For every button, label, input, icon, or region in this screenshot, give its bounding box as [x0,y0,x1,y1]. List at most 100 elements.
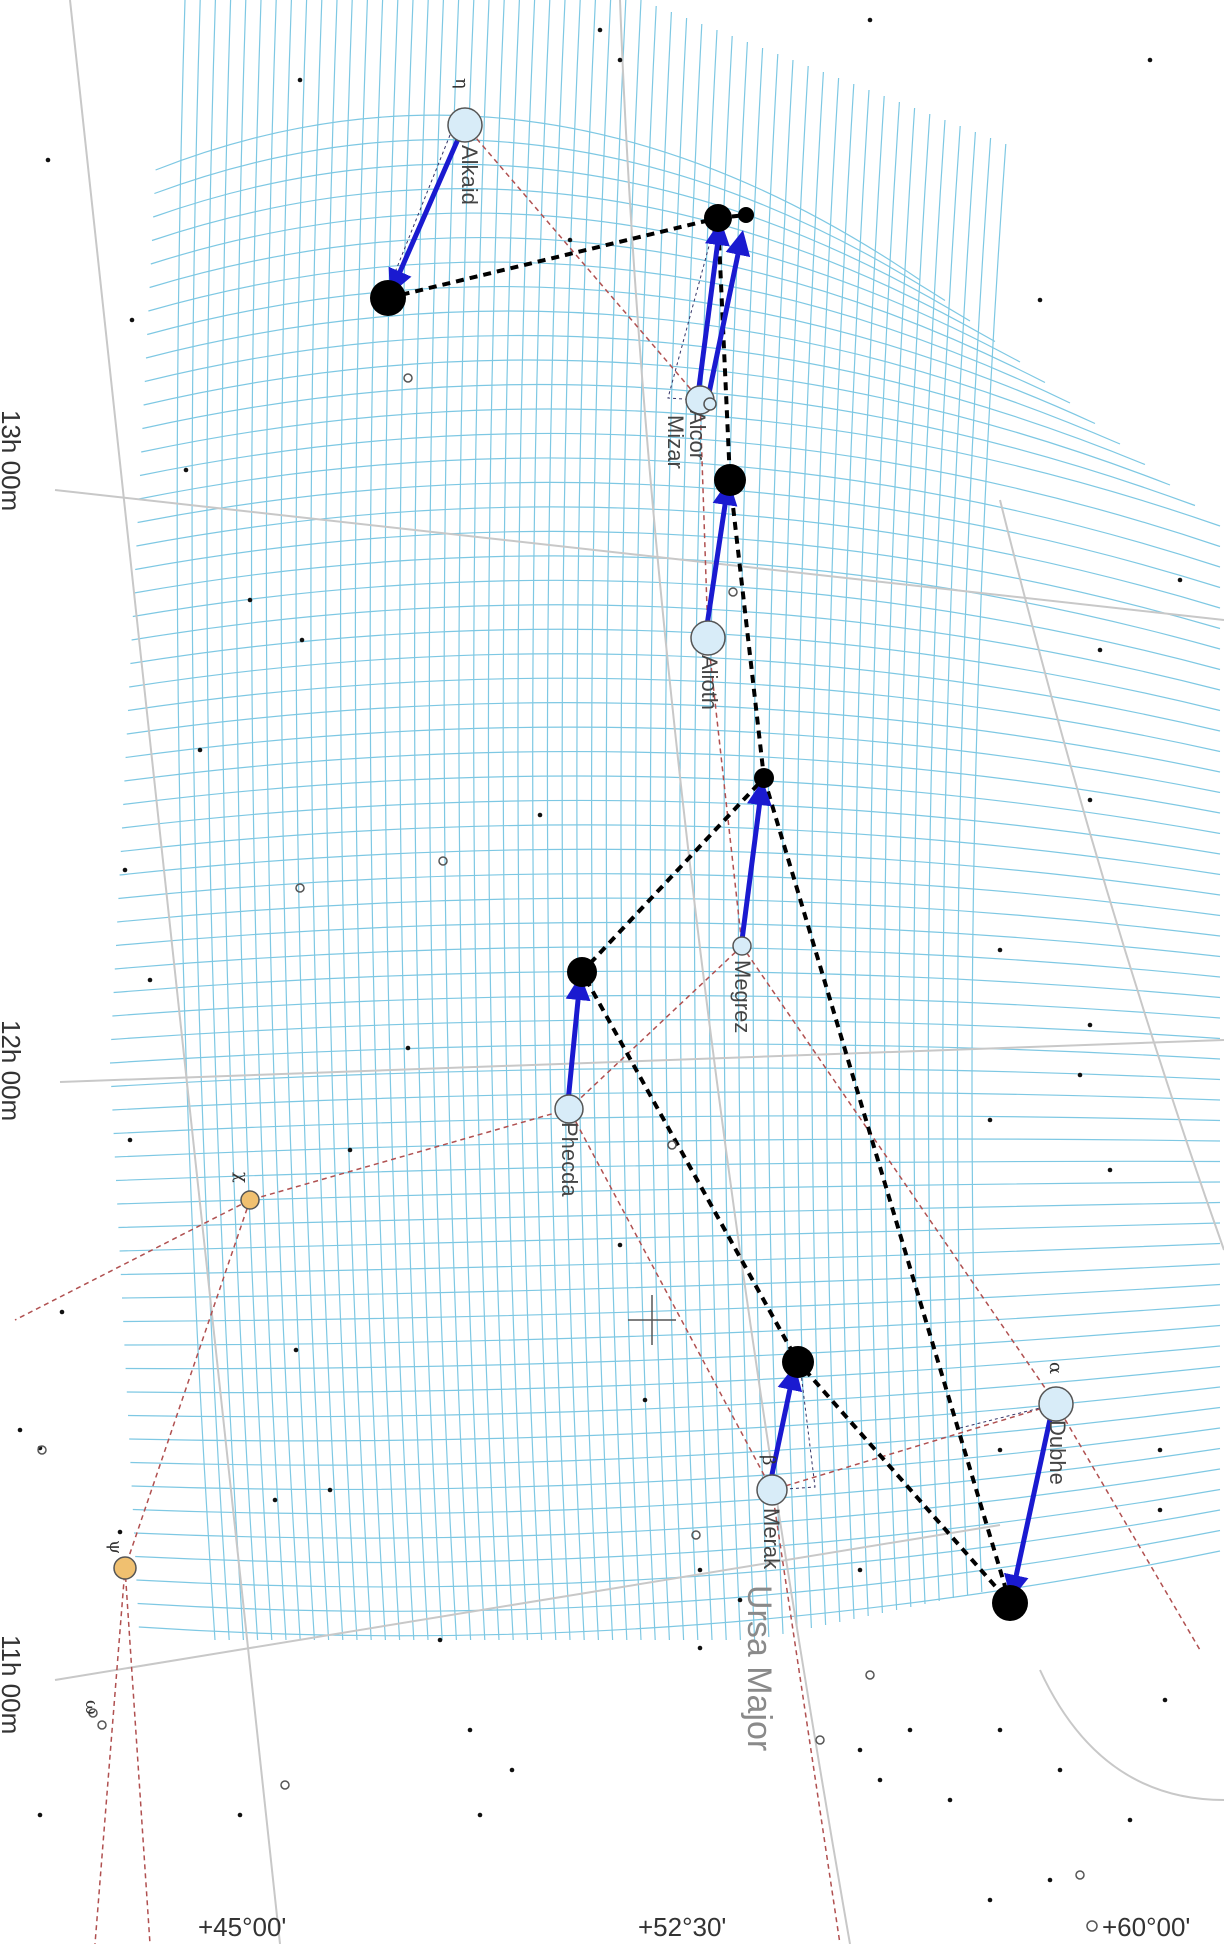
background-star [183,467,189,473]
background-star [17,1427,23,1433]
background-star [697,1567,703,1573]
grid-line [132,579,1221,671]
star-merak [756,1474,788,1506]
background-star [129,317,135,323]
faint-star [865,1670,875,1680]
grid-line [693,29,718,1641]
background-star [59,1309,65,1315]
background-stars [17,17,1183,1903]
grid-line [825,83,855,1623]
background-star [997,947,1003,953]
background-star [987,1117,993,1123]
grid-line [384,0,415,1641]
grid-line [118,1201,1221,1229]
background-star [117,1529,123,1535]
background-star [697,1645,703,1651]
grid-line [124,1304,1221,1346]
star-alioth [690,620,726,656]
grid-line [154,139,946,302]
greek-eta: η [451,78,472,89]
background-star [237,1812,243,1818]
star-psi [113,1556,137,1580]
grid-line [927,125,961,1602]
grid-line [127,1365,1221,1418]
grid-line [130,1406,1221,1466]
faint-star [691,1530,701,1540]
grid-line [138,1550,1221,1637]
greek-alpha: α [1045,1362,1066,1374]
grid-line [149,237,1046,384]
background-star [1057,1767,1063,1773]
background-star [537,812,543,818]
grid-line [130,628,1221,712]
grid-line [635,5,657,1641]
grid-line [135,530,1221,630]
background-star [617,1242,623,1248]
grid-line [111,1067,1221,1088]
arrow-phecda [565,975,591,1103]
grid-line [458,0,486,1641]
background-star [1087,797,1093,803]
grid-line [139,432,1221,548]
grid-line [137,1529,1221,1612]
ra-label-12h: 12h 00m [0,1020,26,1121]
grid-line [942,131,976,1599]
grid-line [120,824,1221,876]
star-megrez [732,936,752,956]
arrow-dubhe [1004,1409,1055,1600]
grid-line [119,848,1221,896]
constellation-label: Ursa Major [740,1585,778,1751]
grid-line [142,383,1196,507]
background-star [1107,1167,1113,1173]
future-phecda [567,957,597,987]
label-alkaid: Alkaid [457,145,482,205]
background-star [1127,1817,1133,1823]
background-star [347,1147,353,1153]
star-phecda [554,1094,584,1124]
arrow-alioth [703,480,738,633]
background-star [293,1347,299,1353]
background-star [1097,647,1103,653]
grid-line [854,95,885,1617]
grid-line [133,1468,1221,1539]
background-star [597,27,603,33]
current-stars [113,107,1074,1580]
arrow-alcor [705,230,751,399]
grid-line [723,41,748,1641]
grid-line [115,921,1221,958]
constellation-lines [14,124,1201,1944]
faint-star [403,373,413,383]
arrow-merak [767,1365,803,1485]
future-alioth [714,464,746,496]
star-alkaid [447,107,483,143]
background-star [122,867,128,873]
grid-line [115,1160,1221,1182]
background-star [867,17,873,23]
grid-line [129,653,1221,732]
grid-line [737,47,764,1641]
arrow-megrez [739,780,772,941]
future-alcor [738,207,754,223]
grid-line [664,17,688,1641]
faint-star [1075,1870,1085,1880]
background-star [127,1137,133,1143]
grid-line [576,0,599,1641]
arrow-mizar [695,220,730,396]
grid-line [125,1324,1221,1370]
grid-line [117,897,1221,937]
background-star [997,1727,1003,1733]
grid-line [132,1447,1221,1515]
grid-line [473,0,500,1641]
grid-line [443,0,472,1641]
grid-line [113,1115,1221,1135]
background-star [617,57,623,63]
background-star [1037,297,1043,303]
faint-star [728,587,738,597]
background-star [45,157,51,163]
grid-line [236,0,273,1641]
grid-line [147,285,1096,425]
background-star [299,637,305,643]
grid-line [153,163,971,322]
grid-line [143,359,1171,486]
faint-star [37,1445,47,1455]
